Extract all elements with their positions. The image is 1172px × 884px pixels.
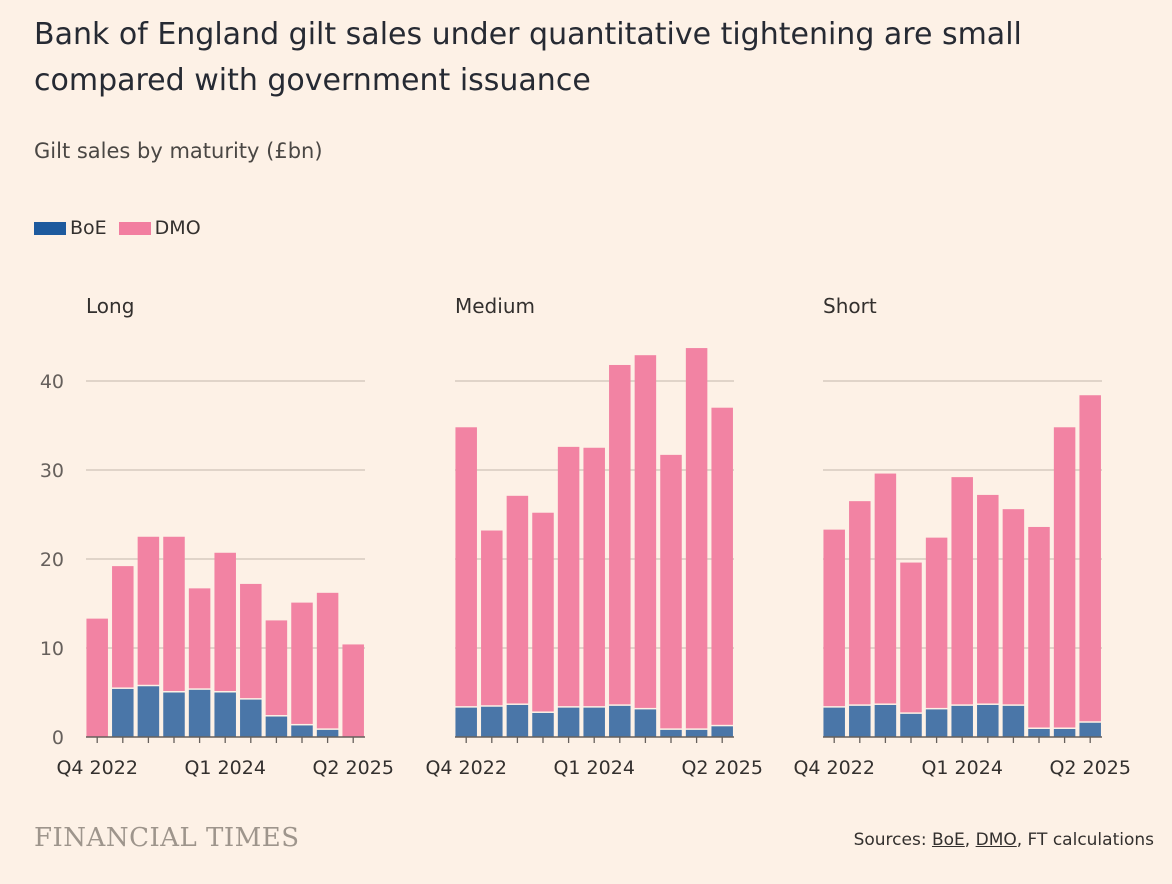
- bar-dmo-short-2: [874, 473, 897, 704]
- bar-boe-short-0: [823, 707, 845, 737]
- bar-boe-long-6: [240, 699, 262, 737]
- bar-dmo-medium-10: [711, 407, 733, 725]
- bar-boe-medium-10: [711, 726, 733, 737]
- bar-boe-short-4: [925, 709, 948, 737]
- bar-boe-medium-4: [557, 707, 580, 737]
- x-tick-label-medium-1: Q1 2024: [553, 757, 634, 779]
- legend: BoE DMO: [34, 217, 213, 239]
- y-tick-label-20: 20: [40, 549, 64, 571]
- bar-dmo-long-10: [342, 644, 364, 737]
- bar-dmo-medium-3: [532, 512, 554, 712]
- bar-boe-medium-1: [481, 706, 503, 737]
- bar-dmo-short-3: [900, 562, 922, 713]
- x-tick-label-short-0: Q4 2022: [793, 757, 874, 779]
- bar-dmo-short-9: [1053, 427, 1076, 728]
- bar-dmo-medium-5: [583, 447, 605, 707]
- bar-boe-long-1: [112, 688, 134, 737]
- x-tick-label-short-1: Q1 2024: [921, 757, 1002, 779]
- source-link-boe[interactable]: BoE: [931, 830, 965, 850]
- legend-swatch-boe: [34, 221, 66, 235]
- bar-boe-short-8: [1028, 728, 1050, 737]
- x-tick-label-short-2: Q2 2025: [1049, 757, 1130, 779]
- bar-dmo-short-5: [951, 477, 973, 705]
- bar-dmo-medium-2: [506, 495, 529, 704]
- source-note: Sources: BoE, DMO, FT calculations: [854, 830, 1154, 850]
- source-link-dmo[interactable]: DMO: [975, 830, 1017, 850]
- x-tick-label-long-0: Q4 2022: [56, 757, 137, 779]
- bar-dmo-long-4: [188, 588, 211, 689]
- bar-boe-medium-6: [609, 705, 631, 737]
- bar-dmo-long-6: [240, 583, 262, 699]
- chart-subtitle: Gilt sales by maturity (£bn): [34, 139, 323, 163]
- bar-boe-short-3: [900, 713, 922, 737]
- bar-boe-short-2: [874, 704, 897, 737]
- bar-dmo-medium-4: [557, 446, 580, 707]
- legend-item-dmo: DMO: [118, 217, 201, 239]
- bar-boe-short-1: [849, 705, 871, 737]
- legend-swatch-dmo: [118, 221, 151, 235]
- bar-boe-long-7: [265, 716, 288, 737]
- bar-dmo-long-8: [291, 602, 313, 724]
- bar-boe-long-8: [291, 725, 313, 737]
- bar-boe-short-5: [951, 705, 973, 737]
- sources-suffix: , FT calculations: [1016, 830, 1154, 850]
- bar-boe-short-10: [1079, 722, 1101, 737]
- panel-title-medium: Medium: [455, 294, 535, 318]
- bar-dmo-short-7: [1002, 509, 1025, 705]
- sources-sep: ,: [964, 830, 976, 850]
- x-tick-label-medium-2: Q2 2025: [681, 757, 762, 779]
- panel-title-short: Short: [823, 294, 877, 318]
- bar-dmo-short-0: [823, 529, 845, 707]
- bar-boe-long-2: [137, 686, 160, 737]
- bar-dmo-short-1: [849, 501, 871, 705]
- y-tick-label-30: 30: [40, 460, 64, 482]
- bar-boe-medium-3: [532, 712, 554, 737]
- bar-boe-short-7: [1002, 705, 1025, 737]
- bar-dmo-medium-9: [685, 348, 708, 729]
- x-tick-label-long-1: Q1 2024: [184, 757, 265, 779]
- bar-dmo-short-10: [1079, 395, 1101, 722]
- y-tick-label-40: 40: [40, 371, 64, 393]
- bar-dmo-long-0: [86, 618, 108, 737]
- bar-boe-medium-2: [506, 704, 529, 737]
- bar-boe-long-4: [188, 689, 211, 737]
- bar-dmo-medium-7: [634, 355, 657, 708]
- bar-dmo-medium-0: [455, 427, 477, 707]
- bar-boe-medium-0: [455, 707, 477, 737]
- bar-dmo-long-9: [316, 592, 339, 729]
- bar-dmo-short-4: [925, 537, 948, 708]
- bar-dmo-medium-1: [481, 530, 503, 706]
- bar-dmo-medium-6: [609, 364, 631, 705]
- legend-label-boe: BoE: [70, 217, 107, 239]
- bar-boe-medium-8: [660, 729, 682, 737]
- bar-boe-long-3: [163, 692, 185, 737]
- bar-dmo-short-6: [977, 494, 999, 704]
- bar-boe-medium-7: [634, 709, 657, 737]
- bar-dmo-long-5: [214, 552, 236, 691]
- bar-boe-long-9: [316, 729, 339, 737]
- bar-boe-medium-9: [685, 729, 708, 737]
- bar-boe-medium-5: [583, 707, 605, 737]
- bar-dmo-long-2: [137, 536, 160, 685]
- y-tick-label-10: 10: [40, 638, 64, 660]
- panel-title-long: Long: [86, 294, 134, 318]
- bar-boe-long-5: [214, 692, 236, 737]
- sources-prefix: Sources:: [853, 830, 932, 850]
- ft-logo: FINANCIAL TIMES: [34, 823, 300, 853]
- y-tick-label-0: 0: [52, 727, 64, 749]
- x-tick-label-medium-0: Q4 2022: [425, 757, 506, 779]
- bar-boe-short-9: [1053, 728, 1076, 737]
- bar-boe-short-6: [977, 704, 999, 737]
- bar-dmo-long-7: [265, 620, 288, 716]
- x-tick-label-long-2: Q2 2025: [312, 757, 393, 779]
- bar-dmo-short-8: [1028, 526, 1050, 728]
- bar-dmo-long-1: [112, 566, 134, 688]
- chart-title: Bank of England gilt sales under quantit…: [34, 17, 1022, 98]
- legend-item-boe: BoE: [34, 217, 107, 239]
- bar-dmo-medium-8: [660, 454, 682, 729]
- bar-dmo-long-3: [163, 536, 185, 691]
- legend-label-dmo: DMO: [154, 217, 201, 239]
